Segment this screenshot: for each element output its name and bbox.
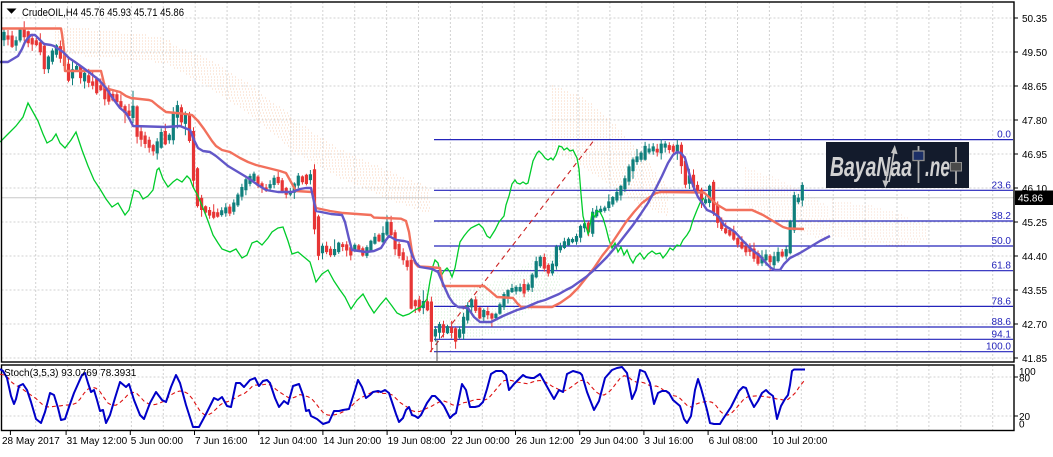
svg-text:0.0: 0.0 — [997, 130, 1011, 141]
svg-text:3 Jul 16:00: 3 Jul 16:00 — [644, 436, 693, 447]
svg-text:BayaNaa: BayaNaa — [830, 151, 912, 182]
svg-text:42.70: 42.70 — [1022, 320, 1047, 331]
svg-text:61.8: 61.8 — [992, 261, 1012, 272]
svg-text:31 May 12:00: 31 May 12:00 — [67, 436, 128, 447]
svg-text:.ne: .ne — [925, 151, 950, 182]
svg-text:78.6: 78.6 — [992, 296, 1012, 307]
svg-text:48.65: 48.65 — [1022, 82, 1047, 93]
svg-text:49.50: 49.50 — [1022, 48, 1047, 59]
svg-text:50.0: 50.0 — [992, 236, 1012, 247]
svg-text:20: 20 — [1019, 412, 1031, 423]
svg-text:100: 100 — [1019, 367, 1036, 378]
svg-text:5 Jun 00:00: 5 Jun 00:00 — [131, 436, 184, 447]
svg-text:10 Jul 20:00: 10 Jul 20:00 — [773, 436, 828, 447]
svg-text:23.6: 23.6 — [992, 180, 1012, 191]
svg-text:26 Jun 12:00: 26 Jun 12:00 — [516, 436, 574, 447]
svg-text:19 Jun 08:00: 19 Jun 08:00 — [388, 436, 446, 447]
svg-text:Stoch(3,5,3) 93.0769 78.3931: Stoch(3,5,3) 93.0769 78.3931 — [4, 368, 137, 379]
svg-text:CrudeOIL,H4 45.76 45.93 45.71: CrudeOIL,H4 45.76 45.93 45.71 45.86 — [22, 7, 184, 19]
svg-text:12 Jun 04:00: 12 Jun 04:00 — [259, 436, 317, 447]
svg-text:14 Jun 20:00: 14 Jun 20:00 — [323, 436, 381, 447]
svg-text:46.10: 46.10 — [1022, 184, 1047, 195]
svg-text:45.86: 45.86 — [1018, 194, 1043, 205]
svg-text:88.6: 88.6 — [992, 317, 1012, 328]
svg-text:22 Jun 00:00: 22 Jun 00:00 — [452, 436, 510, 447]
svg-text:38.2: 38.2 — [992, 211, 1012, 222]
svg-text:45.25: 45.25 — [1022, 218, 1047, 229]
svg-text:6 Jul 08:00: 6 Jul 08:00 — [709, 436, 758, 447]
svg-text:44.40: 44.40 — [1022, 252, 1047, 263]
svg-text:7 Jun 16:00: 7 Jun 16:00 — [195, 436, 248, 447]
svg-text:0: 0 — [1019, 420, 1025, 431]
svg-text:50.35: 50.35 — [1022, 14, 1047, 25]
svg-text:28 May 2017: 28 May 2017 — [2, 436, 60, 447]
svg-text:29 Jun 04:00: 29 Jun 04:00 — [580, 436, 638, 447]
svg-text:100.0: 100.0 — [986, 342, 1011, 353]
svg-text:41.85: 41.85 — [1022, 354, 1047, 365]
svg-text:47.80: 47.80 — [1022, 116, 1047, 127]
svg-text:94.1: 94.1 — [992, 329, 1012, 340]
svg-text:43.55: 43.55 — [1022, 286, 1047, 297]
svg-text:46.95: 46.95 — [1022, 150, 1047, 161]
svg-text:80: 80 — [1019, 374, 1031, 385]
